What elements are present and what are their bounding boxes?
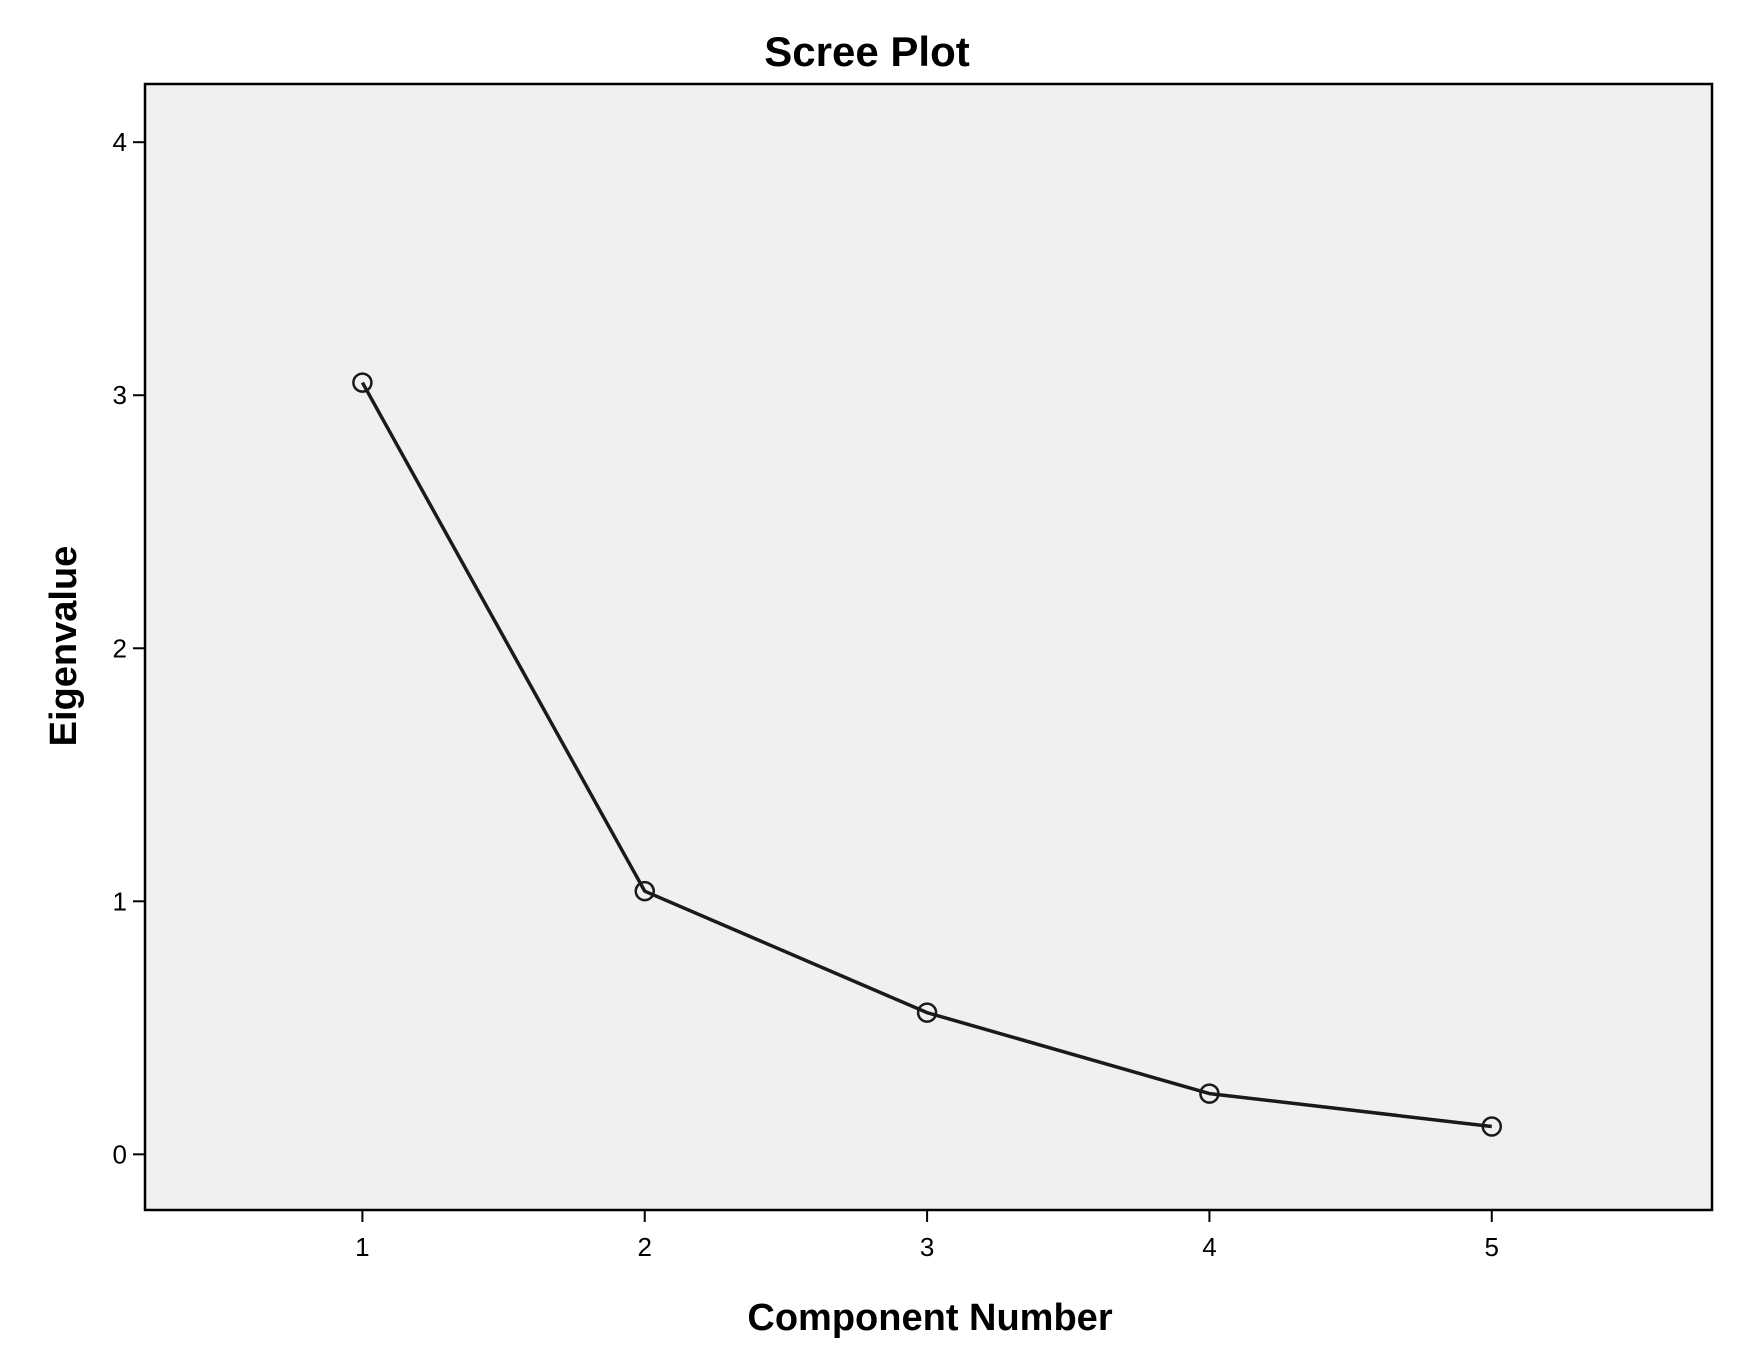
data-point-marker [1481,1116,1503,1137]
data-point-marker [1199,1083,1220,1104]
x-tick-label: 3 [920,1232,934,1262]
x-axis-ticks: 1 2 3 4 5 [355,1210,1499,1262]
y-tick-label: 3 [113,380,127,410]
y-axis-label: Eigenvalue [43,546,85,747]
y-tick-label: 1 [113,886,127,916]
plot-area [143,82,1714,1212]
y-tick-label: 2 [113,633,127,663]
x-axis-label: Component Number [747,1297,1112,1339]
data-point-marker [916,1002,938,1023]
data-point-marker [352,372,373,393]
x-tick-label: 4 [1202,1232,1216,1262]
x-tick-label: 1 [355,1232,369,1262]
series-group [352,372,1503,1137]
y-tick-label: 4 [113,127,127,157]
y-tick-label: 0 [113,1139,127,1169]
y-axis-ticks: 0 1 2 3 4 [113,127,145,1169]
series-line [360,381,1492,1129]
data-point-marker [634,880,655,902]
x-tick-label: 5 [1485,1232,1499,1262]
chart-title: Scree Plot [764,28,969,75]
x-tick-label: 2 [638,1232,652,1262]
